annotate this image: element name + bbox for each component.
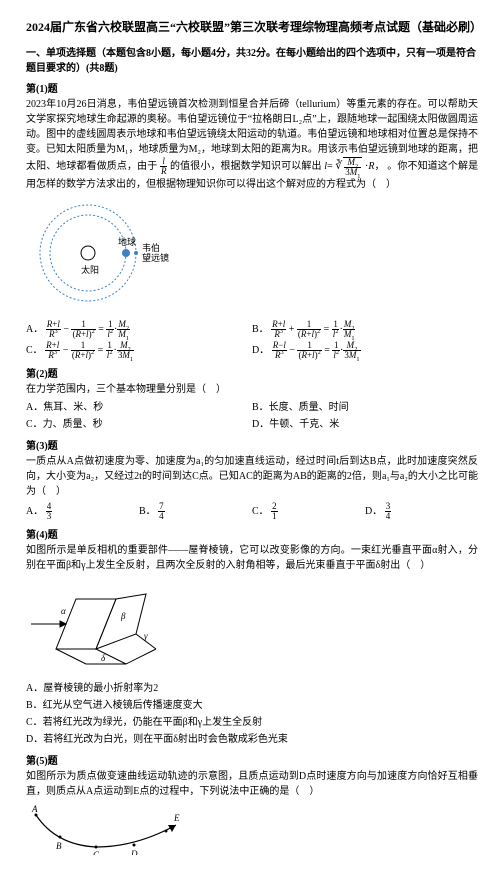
q4-options: A．屋脊棱镜的最小折射率为2 B．红光从空气进入棱镜后传播速度变大 C．若将红光… [26,680,478,748]
q3-options: A． 43 B． 74 C． 21 D． 34 [26,501,478,522]
q1-opt-B: B． R+lR3 + 1(R+l)2 = 1l2·M2M1 [252,319,478,340]
q4-opt-A: A．屋脊棱镜的最小折射率为2 [26,680,478,697]
q4-opt-D: D．若将红光改为白光，则在平面δ射出时会色散成彩色光束 [26,731,478,748]
exam-title: 2024届广东省六校联盟高三“六校联盟”第三次联考理综物理高频考点试题（基础必刷… [26,18,478,36]
svg-text:太阳: 太阳 [81,264,99,275]
q1-opt-A: A． R+lR3 − 1(R+l)2 = 1l2·M2M1 [26,319,252,340]
svg-text:β: β [120,611,126,621]
q4-opt-C: C．若将红光改为绿光，仍能在平面β和γ上发生全反射 [26,714,478,731]
q1-diagram: 太阳 地球 韦伯 望远镜 [26,198,478,313]
q2-opt-C: C．力、质量、秒 [26,416,252,433]
q4-text: 如图所示是单反相机的重要部件——屋脊棱镜，它可以改变影像的方向。一束红光垂直平面… [26,543,478,573]
q5-text: 如图所示为质点做变速曲线运动轨迹的示意图，且质点运动到D点时速度方向与加速度方向… [26,769,478,799]
svg-text:韦伯: 韦伯 [142,242,160,253]
section1-header: 一、单项选择题（本题包含8小题，每小题4分，共32分。在每小题给出的四个选项中，… [26,46,478,76]
svg-text:γ: γ [144,631,148,641]
q1-opt-D: D． R−lR3 − 1(R+l)2 = 1l2·M23M1 [252,340,478,361]
svg-text:α: α [61,606,66,616]
svg-text:地球: 地球 [118,236,136,247]
q2-opt-A: A．焦耳、米、秒 [26,399,252,416]
svg-text:E: E [173,813,180,823]
svg-text:A: A [31,805,38,814]
q2-number: 第(2)题 [26,367,478,382]
svg-text:B: B [56,841,62,851]
q3-opt-B: B． 74 [139,501,252,522]
svg-text:C: C [93,850,100,855]
q3-opt-C: C． 21 [252,501,365,522]
q2-text: 在力学范围内，三个基本物理量分别是（ ） [26,382,478,397]
svg-text:望远镜: 望远镜 [142,252,169,263]
q3-text: 一质点从A点做初速度为零、加速度为a₁的匀加速直线运动，经过时间t后到达B点，此… [26,454,478,499]
svg-text:D: D [130,849,138,855]
q1-number: 第(1)题 [26,82,478,97]
svg-text:δ: δ [101,653,106,663]
q3-opt-D: D． 34 [365,501,478,522]
q2-opt-D: D．牛顿、千克、米 [252,416,478,433]
q4-diagram: α β δ γ [26,579,478,674]
q3-number: 第(3)题 [26,439,478,454]
q5-diagram: A B C D E [26,805,478,860]
q1-opt-C: C． R+lR3 − 1(R+l)2 = 1l2·M23M1 [26,340,252,361]
q1-options: A． R+lR3 − 1(R+l)2 = 1l2·M2M1 B． R+lR3 +… [26,319,478,361]
q3-opt-A: A． 43 [26,501,139,522]
q2-opt-B: B．长度、质量、时间 [252,399,478,416]
q5-number: 第(5)题 [26,754,478,769]
q4-number: 第(4)题 [26,528,478,543]
q2-options: A．焦耳、米、秒 B．长度、质量、时间 C．力、质量、秒 D．牛顿、千克、米 [26,399,478,433]
q1-text: 2023年10月26日消息，韦伯望远镜首次检测到恒星合并后碲（tellurium… [26,97,478,192]
q4-opt-B: B．红光从空气进入棱镜后传播速度变大 [26,697,478,714]
